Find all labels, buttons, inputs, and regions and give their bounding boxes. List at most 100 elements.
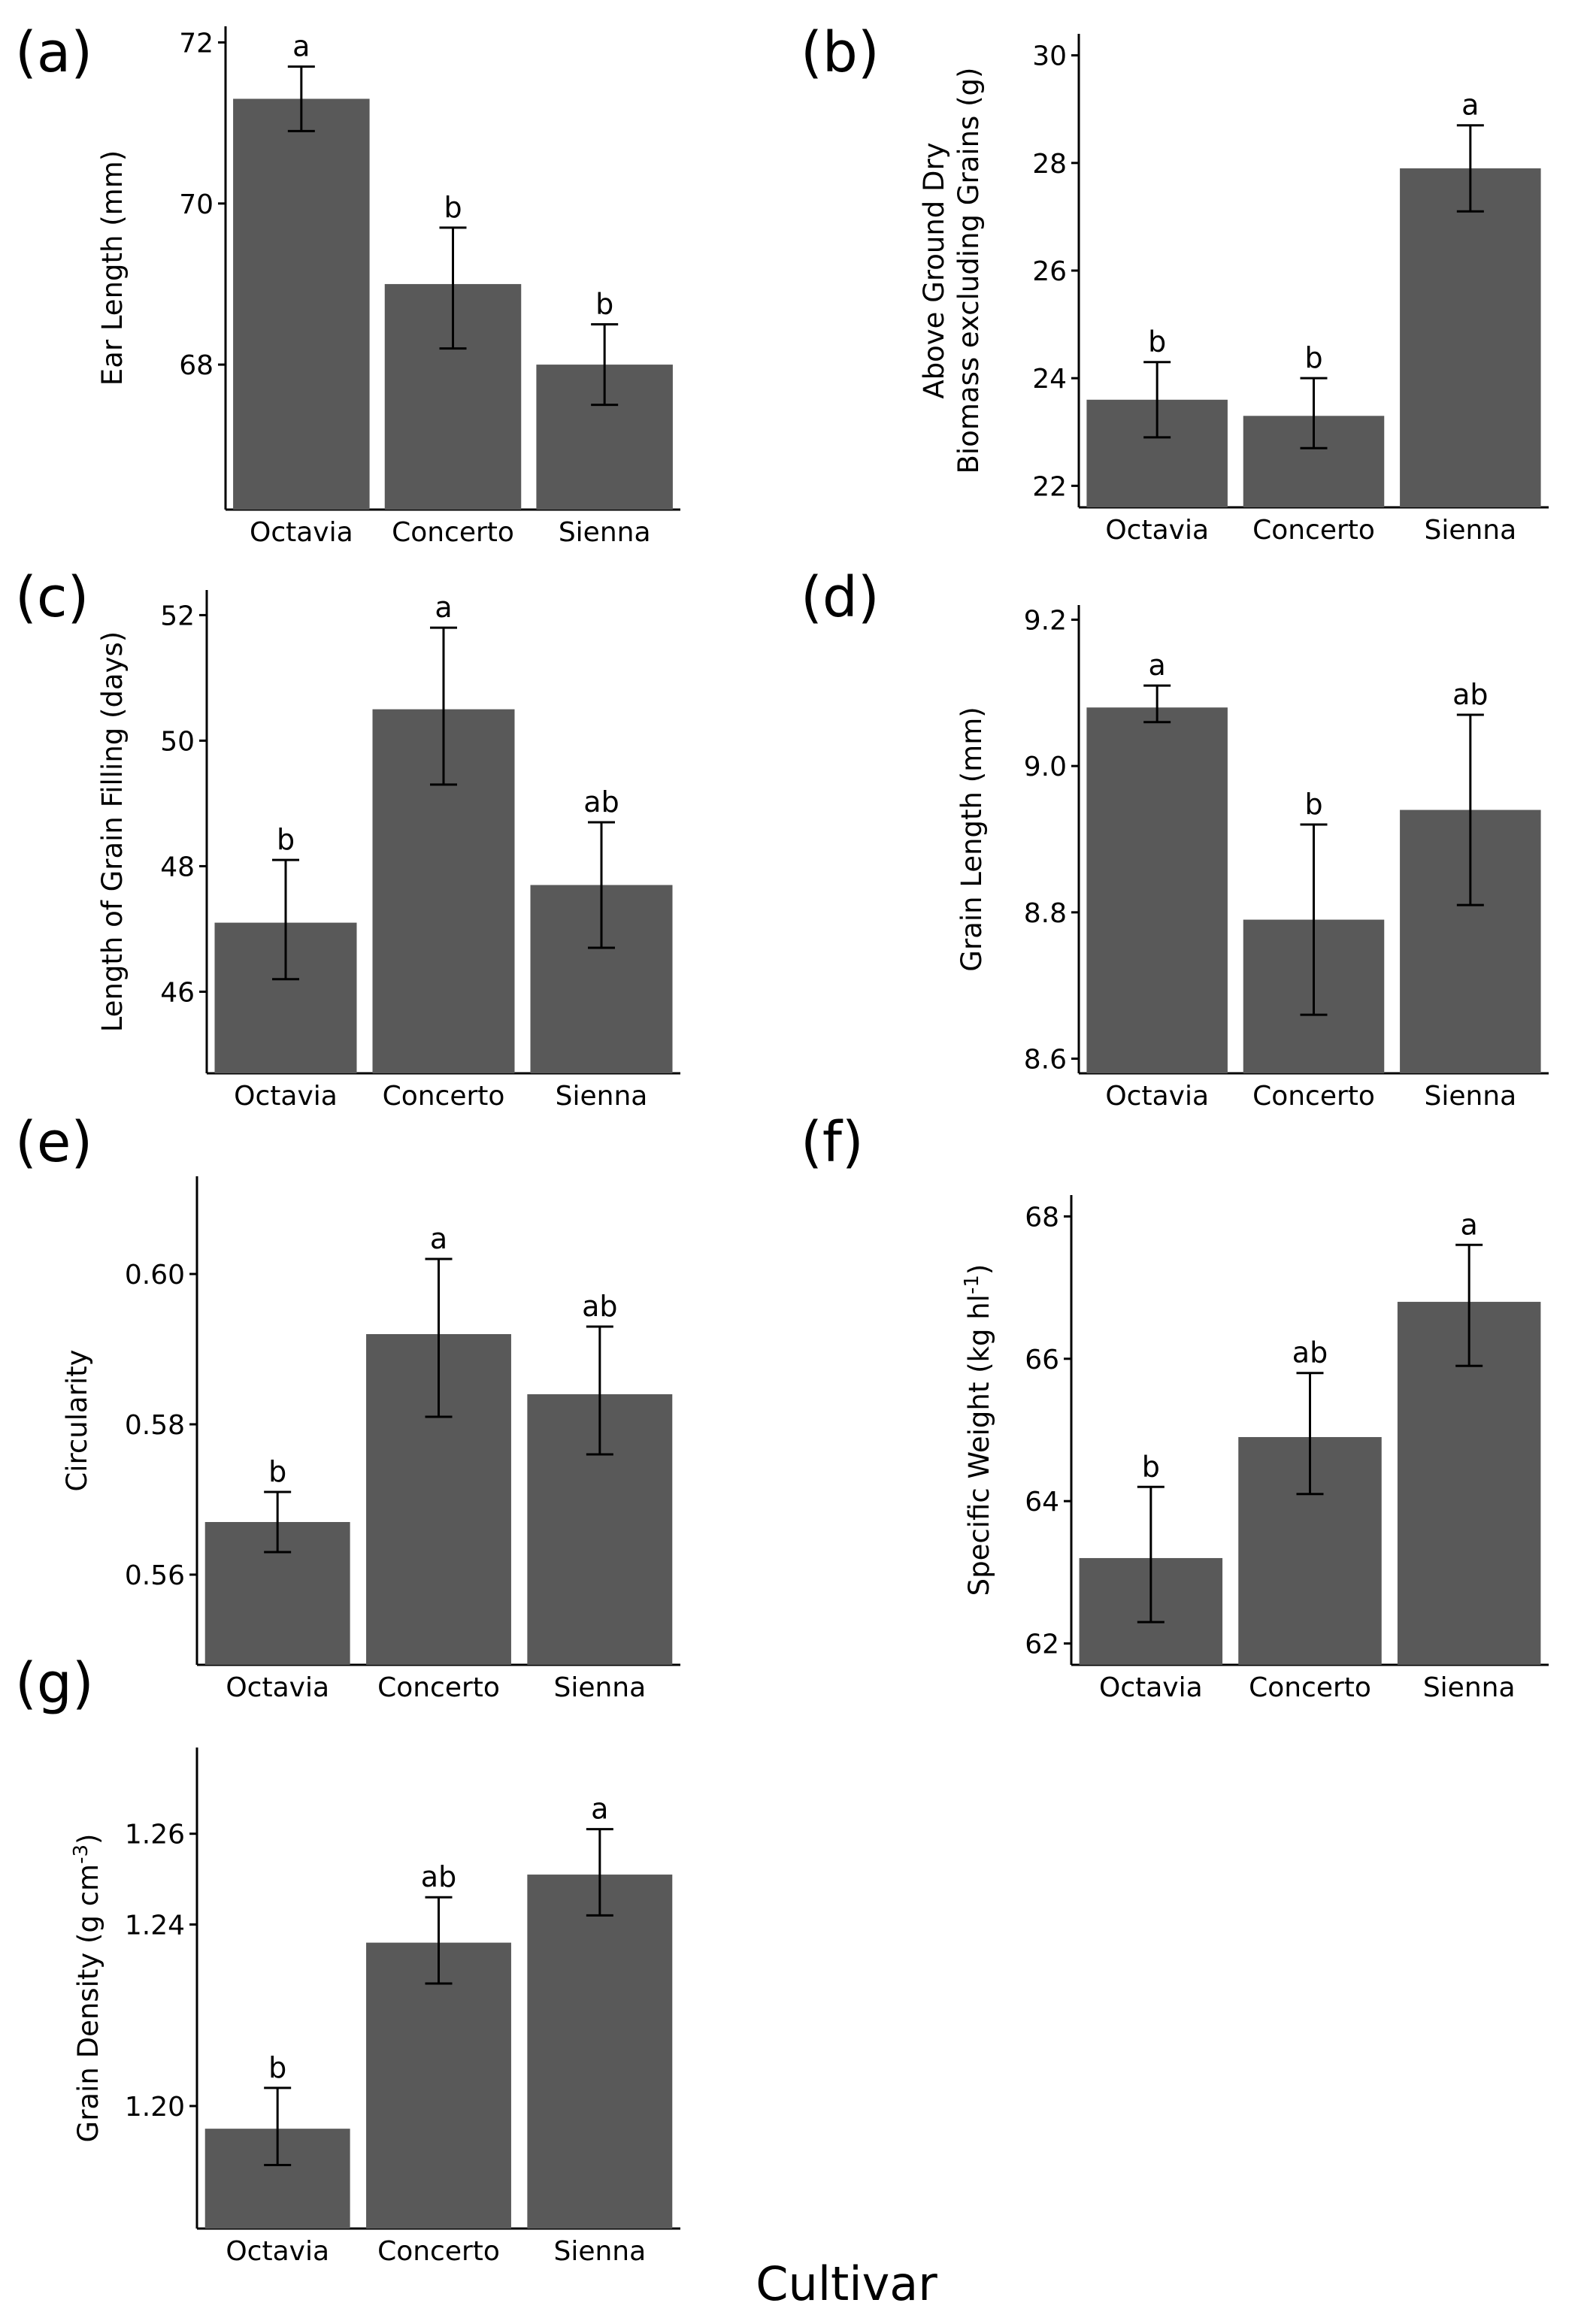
- y-tick-label: 22: [1032, 471, 1067, 502]
- y-tick-label: 1.24: [125, 1910, 185, 1941]
- x-tick-label-octavia: Octavia: [226, 1672, 329, 1703]
- y-tick-label: 9.2: [1024, 605, 1067, 636]
- significance-letter: a: [430, 1222, 447, 1255]
- panel-label-f: (f): [801, 1110, 864, 1175]
- panel-g: (g) 1.20 1.24 1.26 Grain Density (g cm-3) b Oc…: [15, 1651, 680, 2267]
- y-tick-label: 28: [1032, 149, 1067, 180]
- x-tick-label-concerto: Concerto: [377, 2236, 500, 2267]
- y-tick-label: 70: [179, 189, 214, 220]
- y-axis-label-line-1: Biomass excluding Grains (g): [953, 68, 985, 474]
- significance-letter: ab: [1292, 1336, 1328, 1369]
- y-axis-label-main: Specific Weight (kg hl: [963, 1294, 995, 1596]
- x-tick-label-octavia: Octavia: [250, 517, 353, 548]
- significance-letter: b: [444, 191, 462, 224]
- bar-octavia: [233, 98, 370, 510]
- y-tick-label: 9.0: [1024, 752, 1067, 782]
- significance-letter: b: [277, 823, 295, 856]
- panel-a: (a) 68 70 72 Ear Length (mm) a Octavia b Concert…: [15, 20, 680, 548]
- significance-letter: a: [591, 1793, 608, 1826]
- x-tick-label-concerto: Concerto: [1252, 515, 1375, 546]
- y-tick-label: 68: [179, 350, 214, 381]
- y-tick-label: 66: [1025, 1345, 1059, 1375]
- x-axis-title: Cultivar: [756, 2256, 937, 2311]
- significance-letter: b: [595, 288, 613, 321]
- significance-letter: a: [1461, 89, 1479, 122]
- y-tick-label: 26: [1032, 256, 1067, 287]
- significance-letter: ab: [583, 785, 619, 819]
- significance-letter: a: [1461, 1208, 1478, 1241]
- y-tick-label: 24: [1032, 364, 1067, 395]
- x-tick-label-sienna: Sienna: [559, 517, 651, 548]
- y-axis-label-close: ): [963, 1264, 995, 1275]
- x-tick-label-sienna: Sienna: [553, 2236, 646, 2267]
- x-tick-label-sienna: Sienna: [1424, 1081, 1516, 1112]
- y-tick-label: 72: [179, 28, 214, 59]
- panel-f: (f) 62 64 66 68 Specific Weight (kg hl-1) b Oct…: [801, 1110, 1549, 1703]
- y-tick-label: 62: [1025, 1630, 1059, 1660]
- y-axis-label: Length of Grain Filling (days): [96, 631, 129, 1032]
- y-tick-label: 1.26: [125, 1820, 185, 1850]
- significance-letter: a: [292, 30, 310, 63]
- significance-letter: a: [435, 591, 452, 624]
- y-axis-label: Ear Length (mm): [96, 150, 129, 386]
- panel-e: (e) 0.56 0.58 0.60 Circularity b Octavia a Conce…: [15, 1110, 680, 1703]
- x-tick-label-concerto: Concerto: [383, 1081, 505, 1112]
- y-tick-label: 8.8: [1024, 898, 1067, 929]
- significance-letter: b: [1142, 1450, 1160, 1483]
- y-axis-label-line-0: Above Ground Dry: [918, 142, 950, 398]
- y-tick-label: 64: [1025, 1487, 1059, 1518]
- x-tick-label-sienna: Sienna: [553, 1672, 646, 1703]
- significance-letter: b: [268, 1455, 286, 1488]
- y-tick-label: 48: [160, 852, 195, 882]
- y-tick-label: 68: [1025, 1202, 1059, 1233]
- y-axis-label-main: Grain Density (g cm: [72, 1864, 104, 2143]
- y-tick-label: 30: [1032, 41, 1067, 72]
- x-tick-label-octavia: Octavia: [1105, 1081, 1209, 1112]
- y-axis-label: Circularity: [61, 1349, 93, 1491]
- panel-label-b: (b): [801, 20, 880, 85]
- panel-label-a: (a): [15, 20, 92, 85]
- panel-c: (c) 46 48 50 52 Length of Grain Filling (days…: [15, 565, 680, 1112]
- bar-octavia: [1086, 707, 1228, 1073]
- y-axis-label: Grain Length (mm): [956, 707, 988, 971]
- panel-label-e: (e): [15, 1110, 92, 1175]
- significance-letter: a: [1149, 649, 1166, 682]
- significance-letter: ab: [1452, 678, 1488, 711]
- y-tick-label: 1.20: [125, 2092, 185, 2123]
- significance-letter: b: [268, 2051, 286, 2084]
- significance-letter: ab: [421, 1860, 456, 1893]
- bar-sienna: [1400, 168, 1541, 507]
- y-axis-label: Grain Density (g cm-3): [70, 1834, 104, 2143]
- significance-letter: ab: [582, 1290, 617, 1323]
- x-tick-label-octavia: Octavia: [1105, 515, 1209, 546]
- y-axis-label: Specific Weight (kg hl-1): [961, 1264, 995, 1596]
- x-tick-label-concerto: Concerto: [392, 517, 514, 548]
- panel-b: (b) 22 24 26 28 30 Above Ground Dry Biomass exc…: [801, 20, 1549, 546]
- y-tick-label: 8.6: [1024, 1045, 1067, 1076]
- x-tick-label-octavia: Octavia: [234, 1081, 338, 1112]
- x-tick-label-concerto: Concerto: [1252, 1081, 1375, 1112]
- x-tick-label-concerto: Concerto: [1249, 1672, 1371, 1703]
- bar-concerto: [366, 1942, 511, 2229]
- x-tick-label-sienna: Sienna: [1423, 1672, 1516, 1703]
- significance-letter: b: [1304, 341, 1322, 374]
- x-tick-label-concerto: Concerto: [377, 1672, 500, 1703]
- y-tick-label: 52: [160, 601, 195, 631]
- x-tick-label-sienna: Sienna: [556, 1081, 648, 1112]
- y-axis-label-close: ): [72, 1834, 104, 1844]
- panel-label-c: (c): [15, 565, 89, 630]
- y-tick-label: 0.56: [125, 1560, 185, 1591]
- y-tick-label: 0.60: [125, 1260, 185, 1291]
- panel-label-g: (g): [15, 1651, 94, 1716]
- panel-label-d: (d): [801, 565, 880, 630]
- y-tick-label: 50: [160, 726, 195, 757]
- x-tick-label-octavia: Octavia: [226, 2236, 329, 2267]
- y-tick-label: 0.58: [125, 1410, 185, 1441]
- panel-d: (d) 8.6 8.8 9.0 9.2 Grain Length (mm) a Octavia…: [801, 565, 1549, 1112]
- y-tick-label: 46: [160, 977, 195, 1008]
- x-tick-label-sienna: Sienna: [1424, 515, 1516, 546]
- y-axis-label-superscript: -3: [70, 1844, 92, 1864]
- bar-sienna: [527, 1875, 673, 2229]
- significance-letter: b: [1304, 788, 1322, 821]
